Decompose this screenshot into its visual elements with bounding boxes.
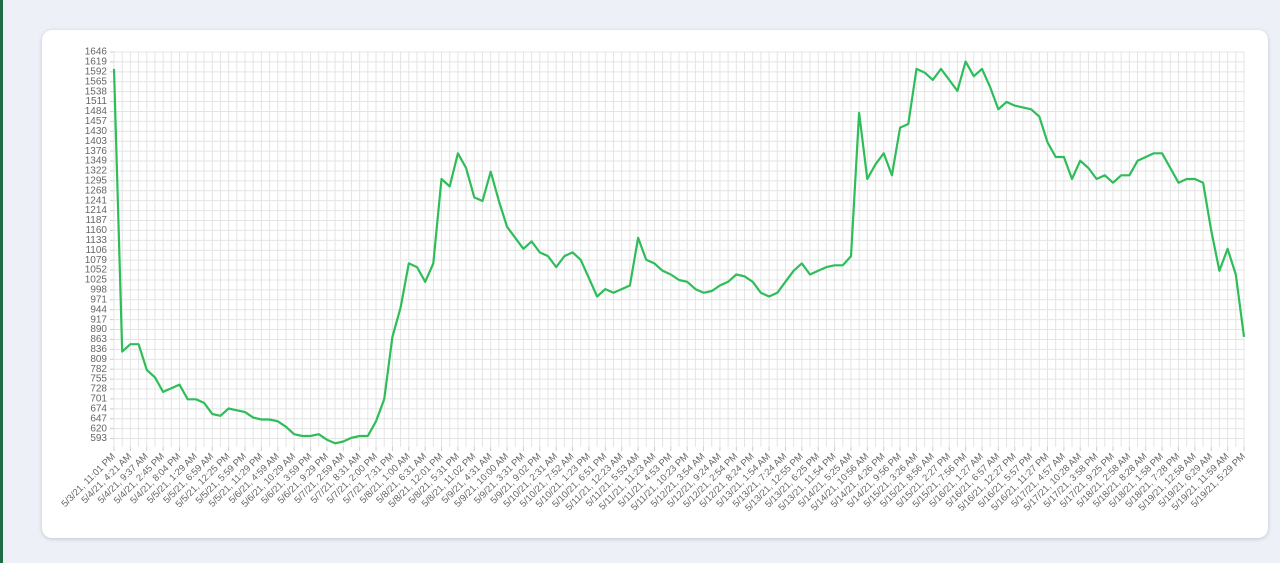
y-tick-label: 1403 bbox=[85, 136, 108, 147]
y-tick-label: 1430 bbox=[85, 126, 108, 137]
y-tick-label: 1079 bbox=[85, 255, 108, 266]
y-tick-label: 1646 bbox=[85, 47, 108, 58]
y-tick-label: 1295 bbox=[85, 175, 108, 186]
y-tick-label: 647 bbox=[90, 413, 107, 424]
y-tick-label: 1106 bbox=[85, 245, 107, 256]
y-tick-label: 1241 bbox=[85, 195, 108, 206]
y-tick-label: 836 bbox=[90, 344, 107, 355]
y-tick-label: 971 bbox=[90, 294, 107, 305]
y-tick-label: 1484 bbox=[85, 106, 108, 117]
y-tick-label: 1025 bbox=[85, 275, 108, 286]
y-tick-label: 1052 bbox=[85, 265, 108, 276]
y-tick-label: 701 bbox=[90, 394, 107, 405]
y-tick-label: 890 bbox=[90, 324, 107, 335]
y-tick-label: 1538 bbox=[85, 86, 108, 97]
y-tick-label: 782 bbox=[90, 364, 107, 375]
y-tick-label: 917 bbox=[90, 314, 107, 325]
y-tick-label: 728 bbox=[90, 384, 107, 395]
y-tick-label: 863 bbox=[90, 334, 107, 345]
y-tick-label: 1349 bbox=[85, 156, 108, 167]
y-tick-label: 620 bbox=[90, 423, 107, 434]
side-strip bbox=[0, 0, 3, 563]
y-tick-label: 1619 bbox=[85, 57, 108, 68]
y-tick-label: 1511 bbox=[85, 96, 107, 107]
y-tick-label: 1592 bbox=[85, 66, 108, 77]
y-tick-label: 674 bbox=[90, 403, 107, 414]
y-tick-label: 1133 bbox=[85, 235, 107, 246]
y-tick-label: 1187 bbox=[85, 215, 107, 226]
y-tick-label: 1376 bbox=[85, 146, 108, 157]
y-tick-label: 1565 bbox=[85, 76, 108, 87]
y-tick-label: 944 bbox=[90, 304, 107, 315]
y-tick-label: 1214 bbox=[85, 205, 108, 216]
y-tick-label: 1457 bbox=[85, 116, 108, 127]
y-tick-label: 755 bbox=[90, 374, 107, 385]
y-tick-label: 1322 bbox=[85, 166, 108, 177]
y-tick-label: 1268 bbox=[85, 185, 108, 196]
price-line bbox=[112, 60, 1246, 445]
y-tick-label: 593 bbox=[90, 433, 107, 444]
y-tick-label: 998 bbox=[90, 285, 107, 296]
y-tick-label: 1160 bbox=[85, 225, 107, 236]
y-tick-label: 809 bbox=[90, 354, 107, 365]
